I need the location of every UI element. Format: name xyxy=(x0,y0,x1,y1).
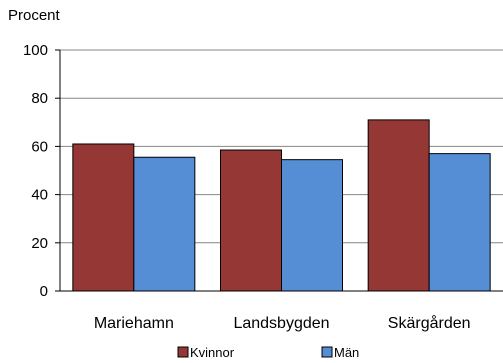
bar-m-n xyxy=(133,156,196,292)
legend-label: Kvinnor xyxy=(190,345,235,360)
y-tick-label: 20 xyxy=(31,235,48,252)
y-tick-label: 40 xyxy=(31,187,48,204)
y-axis-label: Procent xyxy=(8,7,60,24)
legend-swatch xyxy=(177,346,189,358)
y-tick-label: 60 xyxy=(31,138,48,155)
x-tick-label: Landsbygden xyxy=(233,315,329,332)
x-tick-label: Skärgården xyxy=(388,314,471,332)
legend-swatch xyxy=(321,346,333,358)
bar-m-n xyxy=(281,159,343,292)
y-tick-label: 100 xyxy=(23,42,48,59)
bar-kvinnor xyxy=(367,119,430,292)
bar-m-n xyxy=(428,153,491,292)
legend-label: Män xyxy=(334,345,359,360)
bar-kvinnor xyxy=(72,143,135,292)
y-tick-label: 0 xyxy=(40,283,48,300)
bar-kvinnor xyxy=(220,149,282,292)
x-tick-label: Mariehamn xyxy=(94,315,174,332)
y-tick-label: 80 xyxy=(31,90,48,107)
